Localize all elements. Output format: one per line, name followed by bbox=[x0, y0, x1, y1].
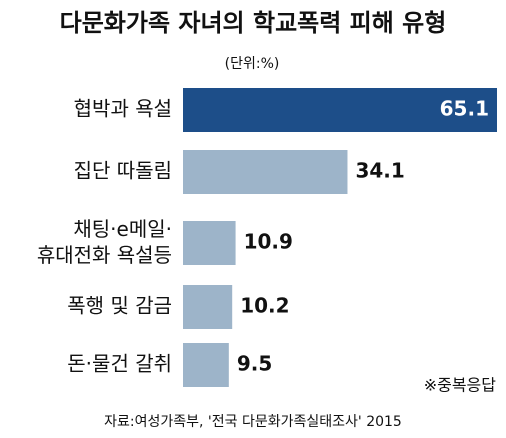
category-label: 폭행 및 감금 bbox=[67, 294, 172, 318]
bar bbox=[183, 221, 236, 265]
category-label: 채팅·e메일· 휴대전화 욕설등 bbox=[37, 217, 172, 267]
value-label: 65.1 bbox=[440, 97, 489, 121]
value-label: 9.5 bbox=[237, 352, 272, 376]
category-label: 돈·물건 갈취 bbox=[67, 352, 172, 376]
bar bbox=[183, 150, 348, 194]
bar bbox=[183, 88, 497, 132]
source: 자료:여성가족부, '전국 다문화가족실태조사' 2015 bbox=[104, 414, 402, 430]
note: ※중복응답 bbox=[424, 376, 497, 395]
chart-title: 다문화가족 자녀의 학교폭력 피해 유형 bbox=[60, 9, 447, 37]
value-label: 10.9 bbox=[244, 230, 293, 254]
value-label: 10.2 bbox=[240, 294, 289, 318]
unit-label: (단위:%) bbox=[225, 56, 280, 72]
bar bbox=[183, 285, 233, 329]
category-label: 협박과 욕설 bbox=[74, 97, 172, 121]
value-label: 34.1 bbox=[355, 159, 404, 183]
bar bbox=[183, 343, 229, 387]
category-label: 집단 따돌림 bbox=[74, 159, 172, 183]
